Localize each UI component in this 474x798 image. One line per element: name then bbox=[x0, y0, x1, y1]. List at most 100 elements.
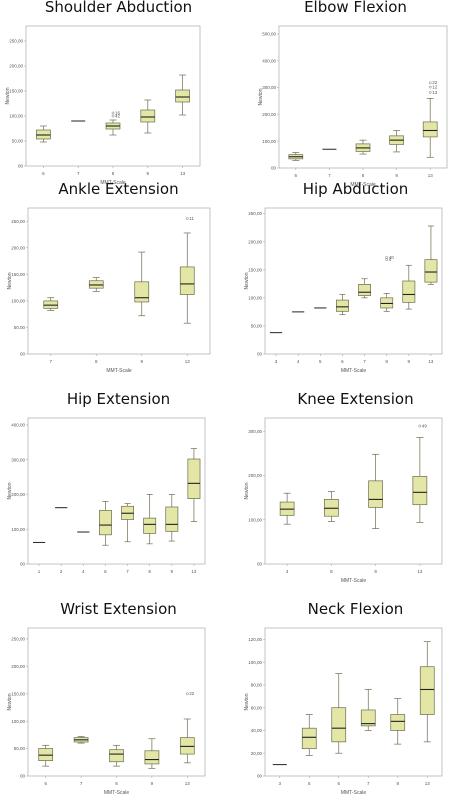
box-plot-9 bbox=[134, 251, 150, 317]
box-plot-8: 404 bbox=[380, 255, 394, 312]
chart-panel-0: Shoulder Abduction 00 50,00 100,00 150,00 20… bbox=[0, 0, 237, 196]
x-tick-label: 6 bbox=[104, 569, 107, 574]
chart-panel-3: Hip Abduction 00 50,00 100,00 150,00 200,00 2… bbox=[237, 180, 474, 378]
x-tick-label: 13 bbox=[425, 781, 431, 786]
plot-frame bbox=[27, 417, 206, 565]
chart-plot: 00 100,00 200,00 300,00 4 8 9 13 Newton MMT-Scale… bbox=[244, 417, 443, 584]
box-plot-8 bbox=[390, 698, 406, 745]
x-tick-label: 8 bbox=[95, 359, 98, 364]
iqr-box bbox=[368, 480, 383, 508]
outlier-label: 13 bbox=[432, 90, 438, 95]
box-plot-13: 22 bbox=[179, 691, 195, 764]
y-tick-label: 300,00 bbox=[11, 457, 25, 462]
y-tick-label: 200,00 bbox=[11, 664, 25, 669]
box-plot-13 bbox=[187, 448, 201, 522]
box-plot-7 bbox=[360, 689, 376, 731]
box-plot-9 bbox=[140, 99, 156, 134]
chart-title: Hip Abduction bbox=[302, 180, 409, 198]
y-tick-label: 00 bbox=[20, 562, 26, 567]
x-tick-label: 8 bbox=[385, 359, 388, 364]
y-tick-label: 50,00 bbox=[14, 325, 26, 330]
chart-title: Ankle Extension bbox=[58, 180, 179, 198]
y-tick-label: 00 bbox=[20, 352, 26, 357]
chart-panel-4: Hip Extension 00 100,00 200,00 300,00 400,00… bbox=[0, 390, 237, 588]
y-tick-label: 150,00 bbox=[9, 89, 23, 94]
y-tick-label: 100,00 bbox=[11, 527, 25, 532]
x-tick-label: 1 bbox=[38, 569, 41, 574]
box-plot-8 bbox=[355, 139, 371, 155]
box-plot-13: 11 bbox=[179, 216, 195, 324]
box-plot-8 bbox=[88, 277, 104, 292]
x-tick-label: 7 bbox=[49, 359, 52, 364]
outlier-point bbox=[111, 111, 115, 115]
chart-plot: 00 100,00 200,00 300,00 400,00 500,00 6 7 8 9 13 Ne… bbox=[258, 25, 448, 188]
box-plot-7 bbox=[358, 278, 371, 299]
y-tick-label: 250,00 bbox=[11, 219, 25, 224]
box-plot-13: 49 bbox=[412, 423, 428, 523]
chart-plot: 00 100,00 200,00 300,00 400,00 1 2 4 6 7 8 9 13 Newto… bbox=[7, 417, 206, 574]
x-tick-label: 9 bbox=[147, 171, 150, 176]
x-tick-label: 9 bbox=[395, 173, 398, 178]
x-tick-label: 6 bbox=[341, 359, 344, 364]
x-axis-label: MMT-Scale bbox=[100, 180, 126, 186]
y-axis-label: Newton bbox=[258, 88, 264, 105]
y-tick-label: 500,00 bbox=[262, 32, 276, 37]
iqr-box bbox=[380, 297, 394, 309]
x-tick-label: 8 bbox=[396, 781, 399, 786]
y-tick-label: 50,00 bbox=[251, 324, 263, 329]
x-tick-label: 7 bbox=[77, 171, 80, 176]
outlier-label: 49 bbox=[422, 423, 428, 428]
y-tick-label: 100,00 bbox=[262, 139, 276, 144]
box-plot-6 bbox=[36, 125, 51, 143]
x-tick-label: 8 bbox=[330, 569, 333, 574]
x-axis-label: MMT-Scale bbox=[104, 790, 130, 796]
outlier-point bbox=[428, 81, 432, 85]
x-tick-label: 5 bbox=[308, 781, 311, 786]
box-plot-9 bbox=[144, 738, 160, 769]
x-tick-label: 4 bbox=[82, 569, 85, 574]
y-tick-label: 400,00 bbox=[262, 58, 276, 63]
y-tick-label: 150,00 bbox=[248, 267, 262, 272]
box-plot-13 bbox=[419, 641, 435, 743]
y-tick-label: 120,00 bbox=[248, 637, 262, 642]
y-tick-label: 00 bbox=[257, 562, 263, 567]
x-tick-label: 9 bbox=[408, 359, 411, 364]
iqr-box bbox=[390, 714, 406, 731]
chart-title: Hip Extension bbox=[66, 390, 171, 408]
box-plot-6 bbox=[288, 152, 304, 161]
outlier-point bbox=[385, 258, 389, 262]
box-plot-6 bbox=[331, 673, 347, 754]
box-plot-6 bbox=[99, 501, 112, 546]
y-tick-label: 50,00 bbox=[12, 139, 24, 144]
y-tick-label: 200,00 bbox=[248, 239, 262, 244]
y-tick-label: 250,00 bbox=[248, 211, 262, 216]
x-tick-label: 6 bbox=[44, 781, 47, 786]
box-plot-7 bbox=[121, 503, 134, 543]
chart-plot: 00 20,00 40,00 60,00 80,00 100,00 120,00 3 5 6 7 8 1… bbox=[244, 627, 443, 796]
box-plot-6 bbox=[336, 294, 349, 316]
iqr-box bbox=[109, 749, 124, 763]
box-plot-7 bbox=[43, 297, 59, 311]
iqr-box bbox=[358, 284, 371, 296]
x-tick-label: 7 bbox=[328, 173, 331, 178]
y-axis-label: Newton bbox=[244, 693, 250, 710]
y-tick-label: 250,00 bbox=[11, 637, 25, 642]
chart-title: Wrist Extension bbox=[60, 600, 177, 618]
x-tick-label: 8 bbox=[112, 171, 115, 176]
iqr-box bbox=[143, 517, 157, 534]
y-tick-label: 50,00 bbox=[14, 746, 26, 751]
x-tick-label: 9 bbox=[140, 359, 143, 364]
y-tick-label: 00 bbox=[18, 164, 24, 169]
y-axis-label: Newton bbox=[244, 482, 250, 499]
chart-plot: 00 50,00 100,00 150,00 200,00 250,00 6 7 8 9 13 New… bbox=[7, 627, 206, 796]
y-tick-label: 00 bbox=[20, 774, 26, 779]
outlier-label: 4 bbox=[389, 257, 392, 262]
chart-plot: 00 50,00 100,00 150,00 200,00 250,00 6 7 8 9 13 New… bbox=[5, 25, 201, 186]
iqr-box bbox=[144, 750, 160, 765]
iqr-box bbox=[360, 709, 376, 727]
x-tick-label: 7 bbox=[126, 569, 129, 574]
iqr-box bbox=[419, 666, 435, 715]
x-tick-label: 3 bbox=[278, 781, 281, 786]
iqr-box bbox=[165, 506, 179, 532]
